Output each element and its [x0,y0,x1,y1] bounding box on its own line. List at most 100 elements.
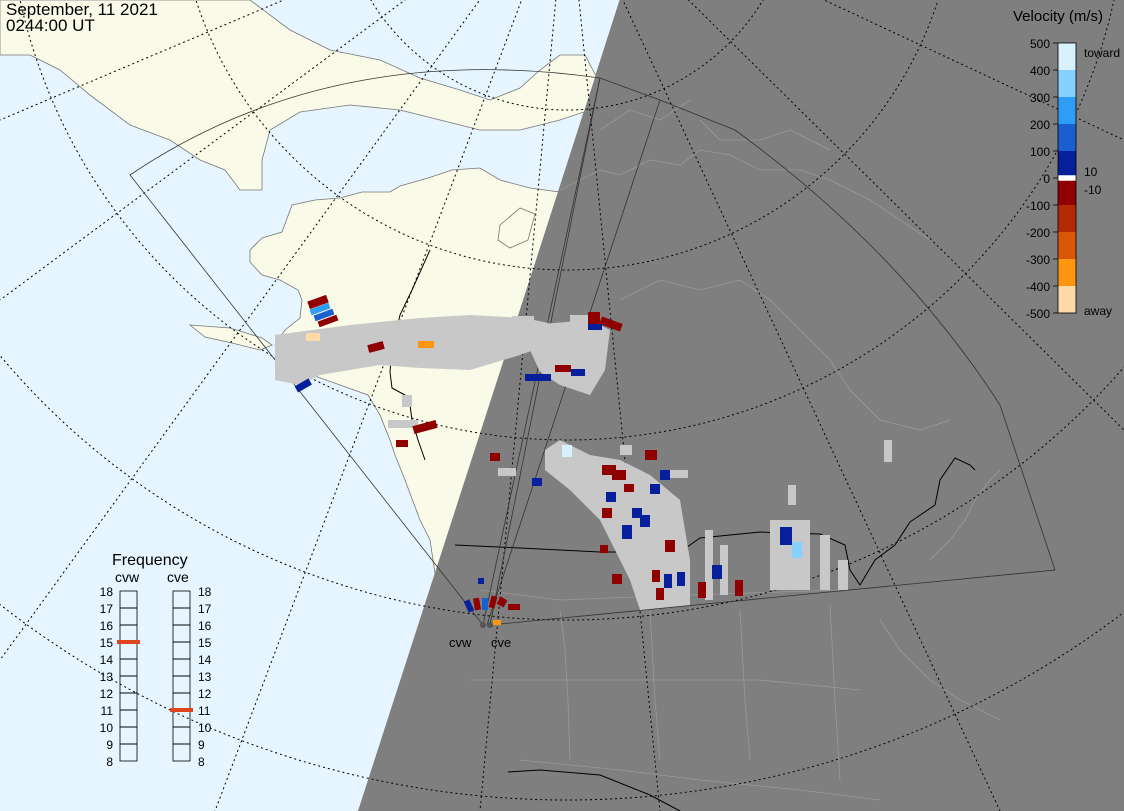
echo-cell [600,545,608,553]
frequency-radar-label-cvw: cvw [115,569,140,585]
velocity-legend-toward-label: toward [1084,46,1120,60]
velocity-legend-title: Velocity (m/s) [1013,8,1103,25]
frequency-tick-label: 11 [101,704,114,718]
frequency-ladder-cell [119,743,138,762]
echo-cell [532,478,542,486]
echo-cell [599,316,623,332]
velocity-colorbar-segment [1058,124,1076,151]
fov-outline-cve [489,77,1056,626]
echo-cell [317,314,339,328]
echo-cell [698,582,706,598]
velocity-tick-label: -400 [1026,280,1050,294]
frequency-tick-label: 18 [198,585,212,599]
radar-site-label-cvw: cvw [449,635,472,650]
ground-scatter-cell [820,535,830,590]
echo-cell [602,465,616,475]
velocity-echoes-layer [294,294,802,625]
radar-site-cve-marker [487,622,493,628]
fov-outline-cvw [129,69,601,626]
night-shading [358,0,1124,811]
velocity-tick-label: -500 [1026,307,1050,321]
frequency-ladder-cell [172,743,191,762]
echo-cell [632,508,642,518]
velocity-colorbar-segment [1058,97,1076,124]
velocity-colorbar-zero-band [1058,175,1076,181]
velocity-tick-label: 0 [1043,172,1050,186]
echo-cell [656,588,664,600]
velocity-colorbar-segment [1058,205,1076,232]
frequency-tick-label: 13 [100,670,114,684]
frequency-tick-label: 8 [198,755,205,769]
velocity-tick-label: -100 [1026,199,1050,213]
radar-site-markers: cvw cve [449,622,511,650]
velocity-colorbar-segment [1058,43,1076,70]
echo-cell [490,453,500,461]
ground-scatter-cell [498,468,516,476]
frequency-tick-label: 14 [198,653,212,667]
echo-cell [612,574,622,584]
frequency-marker-cvw [117,640,140,644]
timestamp-date: September, 11 2021 [6,0,158,19]
ground-scatter-cell [838,560,848,590]
ground-scatter-cell [884,440,892,462]
island-shape [188,324,273,351]
echo-cell [640,515,650,527]
frequency-tick-label: 15 [100,636,114,650]
echo-cell [309,302,331,316]
echo-cell [463,599,475,613]
frequency-tick-label: 12 [198,687,212,701]
velocity-colorbar-segment [1058,70,1076,97]
ground-scatter-cell [305,345,315,355]
timestamp: September, 11 2021 0244:00 UT [6,0,158,34]
frequency-tick-label: 15 [198,636,212,650]
velocity-threshold-positive: 10 [1084,165,1098,179]
echo-cell [493,620,501,625]
echo-cell [478,578,484,584]
echo-cell [622,525,632,539]
frequency-panel: Frequency cvw cve 18 17 16 15 14 13 12 11 10 9 8 1… [100,552,212,769]
echo-cell [624,484,634,492]
echo-cell [555,365,571,372]
echo-cell [660,470,670,480]
echo-cell [367,341,385,353]
frequency-tick-label: 9 [106,738,113,752]
velocity-colorbar-segment [1058,232,1076,259]
velocity-colorbar-segment [1058,151,1076,176]
echo-cell [588,324,602,330]
frequency-tick-label: 9 [198,738,205,752]
echo-cell [780,527,792,545]
night-side-geography [470,99,1001,801]
echo-cell [313,308,335,322]
frequency-tick-label: 17 [198,602,212,616]
echo-cell [612,470,626,480]
velocity-colorbar-segment [1058,286,1076,313]
velocity-legend: Velocity (m/s) 500 400 300 200 100 0 -100 -200 -… [1013,8,1120,321]
frequency-marker-cve [170,708,193,712]
echo-cell [306,333,320,341]
ground-scatter-cell [720,545,728,595]
velocity-tick-label: 200 [1030,118,1050,132]
velocity-colorbar-segment [1058,259,1076,286]
echo-cell [525,374,551,381]
echo-cell [645,450,657,460]
frequency-tick-label: 16 [100,619,114,633]
frequency-radar-label-cve: cve [167,569,189,585]
velocity-colorbar [1057,42,1077,314]
echo-cell [294,378,312,393]
echo-cell [412,420,438,434]
echo-cell [602,508,612,518]
frequency-tick-label: 13 [198,670,212,684]
frequency-tick-label: 16 [198,619,212,633]
velocity-colorbar-segment [1058,180,1076,205]
ground-scatter-cell [570,315,588,323]
echo-cell [652,570,660,582]
echo-cell [588,312,600,324]
echo-cell [488,595,498,609]
ground-scatter-cell [620,445,632,455]
ground-scatter-cell [512,316,534,324]
velocity-tick-label: -200 [1026,226,1050,240]
echo-cell [473,597,481,611]
